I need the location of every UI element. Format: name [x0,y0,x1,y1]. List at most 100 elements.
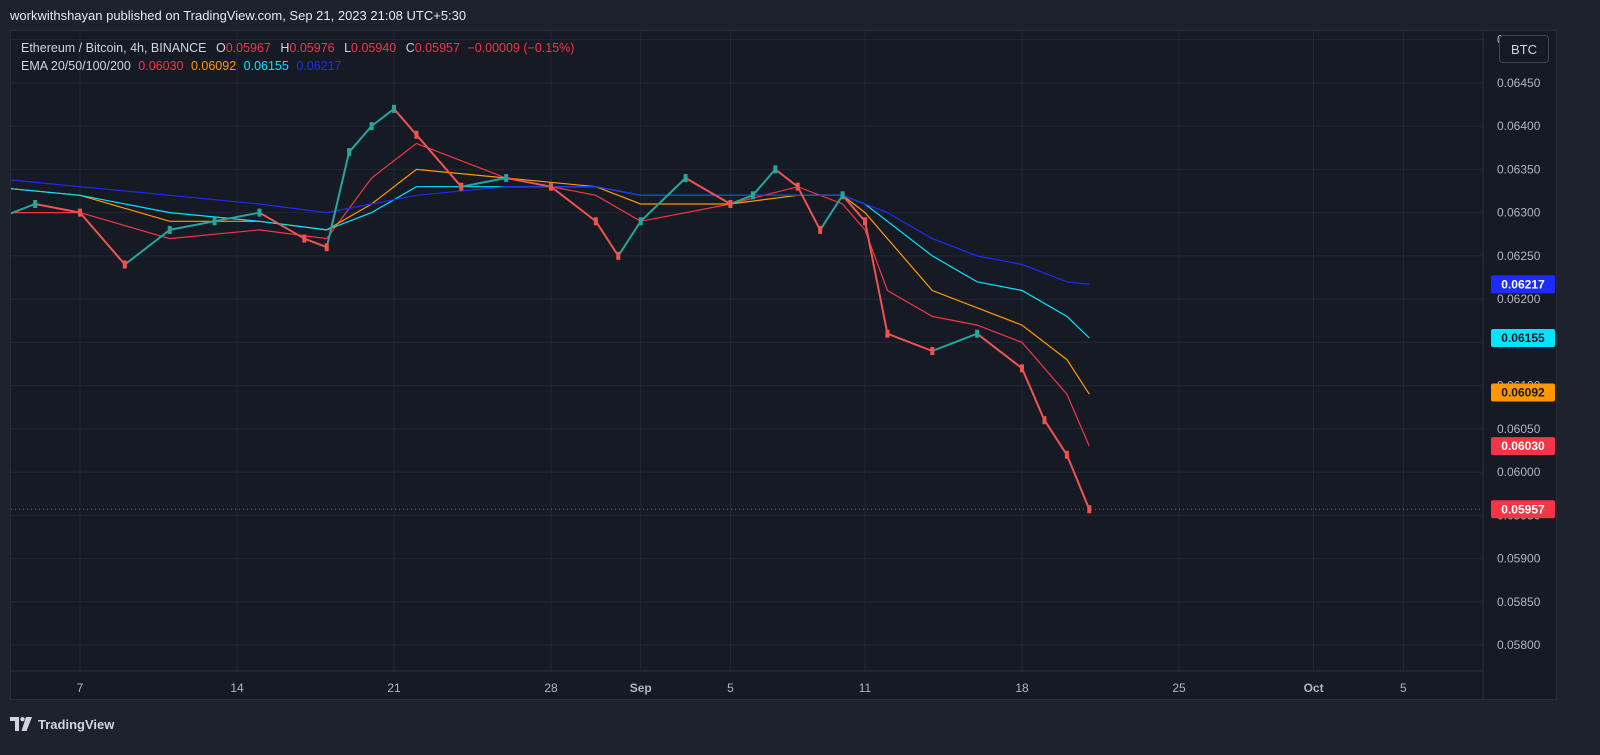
price-segment [841,194,866,222]
price-segment [1065,454,1091,510]
y-tick-label: 0.06400 [1497,119,1541,133]
x-tick-label: Sep [630,681,652,695]
price-segment [976,332,1023,370]
x-tick-label: 11 [859,681,872,695]
price-point [683,174,688,183]
y-tick-label: 0.05900 [1497,552,1541,566]
ema50-value: 0.06092 [190,59,237,73]
price-segment [169,220,215,231]
symbol-title[interactable]: Ethereum / Bitcoin, 4h, BINANCE [21,41,207,55]
y-tick-label: 0.06000 [1497,465,1541,479]
price-point [1020,364,1024,373]
price-point [863,217,867,226]
ema-label[interactable]: EMA 20/50/100/200 [21,59,131,73]
price-point [369,122,374,131]
price-segment [640,177,687,222]
x-tick-label: Oct [1304,681,1324,695]
price-point [930,347,935,355]
price-segment [348,125,373,153]
plot-background [11,31,1556,699]
x-tick-label: 5 [727,681,734,695]
price-point [302,234,307,243]
footer-bar: TradingView [0,705,1600,755]
price-label-box [1491,329,1555,348]
legend-row-ema: EMA 20/50/100/200 0.06030 0.06092 0.0615… [21,57,574,75]
price-segment [752,168,777,196]
legend: Ethereum / Bitcoin, 4h, BINANCE O0.05967… [21,39,574,75]
price-point [549,182,553,191]
x-tick-label: 18 [1015,681,1029,695]
price-segment [887,332,933,352]
y-tick-label: 0.05800 [1497,638,1541,652]
price-point [818,225,823,234]
price-segment [325,151,351,248]
price-point [459,182,464,191]
y-tick-label: 0.06250 [1497,249,1541,263]
brand-name: TradingView [38,716,115,732]
price-point [78,208,82,217]
price-segment [415,134,463,188]
x-tick-label: 5 [1400,681,1407,695]
price-point [257,208,262,217]
price-point [593,217,598,226]
close-value: 0.05957 [414,41,460,55]
price-point [212,217,217,226]
price-segment [124,229,171,266]
price-segment [79,211,126,266]
price-point [324,243,329,252]
price-segment [864,221,889,334]
change-value: −0.00009 (−0.15%) [467,41,575,55]
price-label-box [1491,275,1555,294]
price-segment [931,332,978,352]
price-segment [595,220,620,257]
y-tick-label: 0.05850 [1497,595,1541,609]
price-segment [461,177,507,188]
price-point [616,251,621,260]
price-point [840,191,845,200]
price-segment [685,177,731,205]
chart-pane[interactable]: 0.065000.064500.064000.063500.063000.062… [10,30,1557,700]
price-segment [11,203,36,215]
legend-row-symbol: Ethereum / Bitcoin, 4h, BINANCE O0.05967… [21,39,574,57]
high-value: 0.05976 [289,41,335,55]
low-value: 0.05940 [351,41,397,55]
price-segment [34,202,81,214]
tradingview-logo[interactable]: TradingView [10,714,114,734]
publish-text: workwithshayan published on TradingView.… [10,8,467,23]
price-segment [819,194,844,231]
y-tick-label: 0.06200 [1497,292,1541,306]
price-label-box [1491,437,1555,456]
price-segment [505,177,552,188]
price-point [638,217,643,226]
price-segment [1021,367,1046,421]
price-segment [1043,419,1068,456]
price-point [1087,505,1092,514]
price-label-text: 0.05957 [1501,502,1545,516]
y-tick-label: 0.06350 [1497,162,1541,176]
price-point [795,182,800,191]
ema-line-1 [11,142,1090,447]
price-label-text: 0.06092 [1501,386,1545,400]
ema20-value: 0.06030 [138,59,184,73]
price-point [975,329,980,338]
x-tick-label: 28 [544,681,558,695]
price-chart[interactable]: 0.065000.064500.064000.063500.063000.062… [11,31,1556,699]
price-segment [617,220,642,257]
currency-button[interactable]: BTC [1499,35,1549,63]
price-point [392,104,396,113]
price-label-text: 0.06217 [1501,277,1545,291]
ema100-value: 0.06155 [243,59,289,73]
price-label-text: 0.06155 [1501,331,1545,345]
price-point [750,191,755,200]
price-segment [258,211,305,240]
price-segment [550,185,597,223]
price-label-box [1491,383,1555,402]
price-point [773,165,778,174]
price-point [1064,450,1069,459]
price-segment [774,168,799,188]
y-tick-label: 0.06050 [1497,422,1541,436]
ema-line-4 [11,179,1090,285]
price-segment [730,194,754,205]
price-point [504,174,509,183]
open-label: O [215,41,226,55]
